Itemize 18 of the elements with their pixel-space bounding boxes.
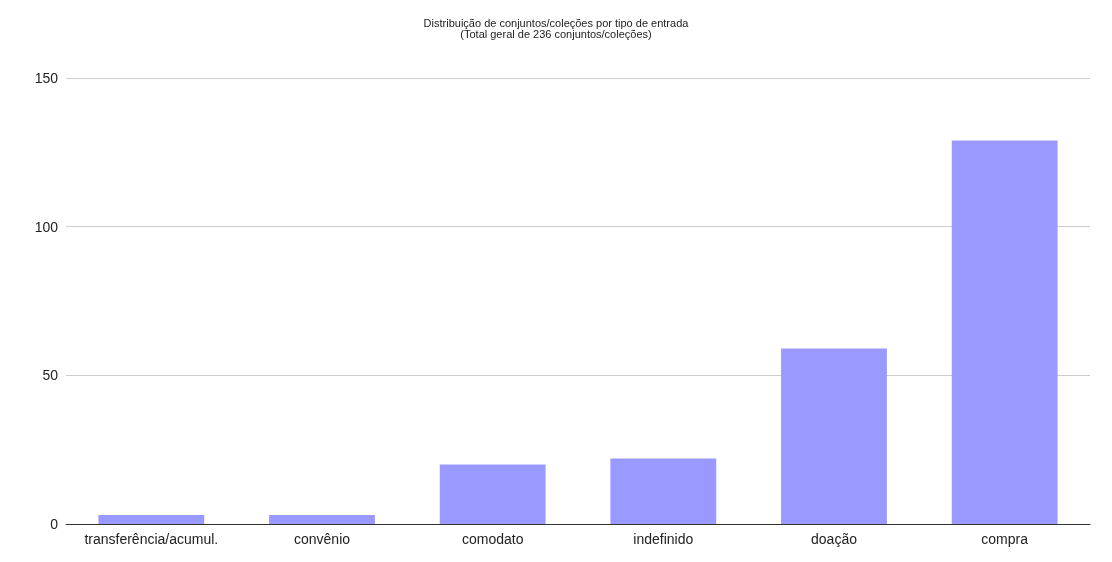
- x-tick-label: comodato: [461, 531, 524, 547]
- y-tick-label: 50: [42, 367, 59, 384]
- chart-subtitle: (Total geral de 236 conjuntos/coleções): [460, 27, 652, 40]
- x-tick-label: indefinido: [633, 531, 694, 547]
- bar: [269, 515, 375, 524]
- bar: [98, 515, 205, 524]
- x-tick-label: compra: [981, 531, 1029, 547]
- x-tick-label: convênio: [293, 531, 351, 547]
- bar: [439, 464, 546, 524]
- bar: [781, 348, 887, 524]
- x-tick-label: doação: [811, 531, 858, 547]
- y-tick-label: 100: [34, 218, 59, 235]
- y-tick-label: 150: [34, 70, 59, 86]
- x-tick-label: transferência/acumul.: [84, 531, 219, 547]
- bar: [951, 140, 1058, 524]
- bar: [610, 458, 717, 524]
- y-tick-label: 0: [50, 516, 59, 532]
- chart-title: Distribuição de conjuntos/coleções por tipo de entrada: [423, 16, 690, 29]
